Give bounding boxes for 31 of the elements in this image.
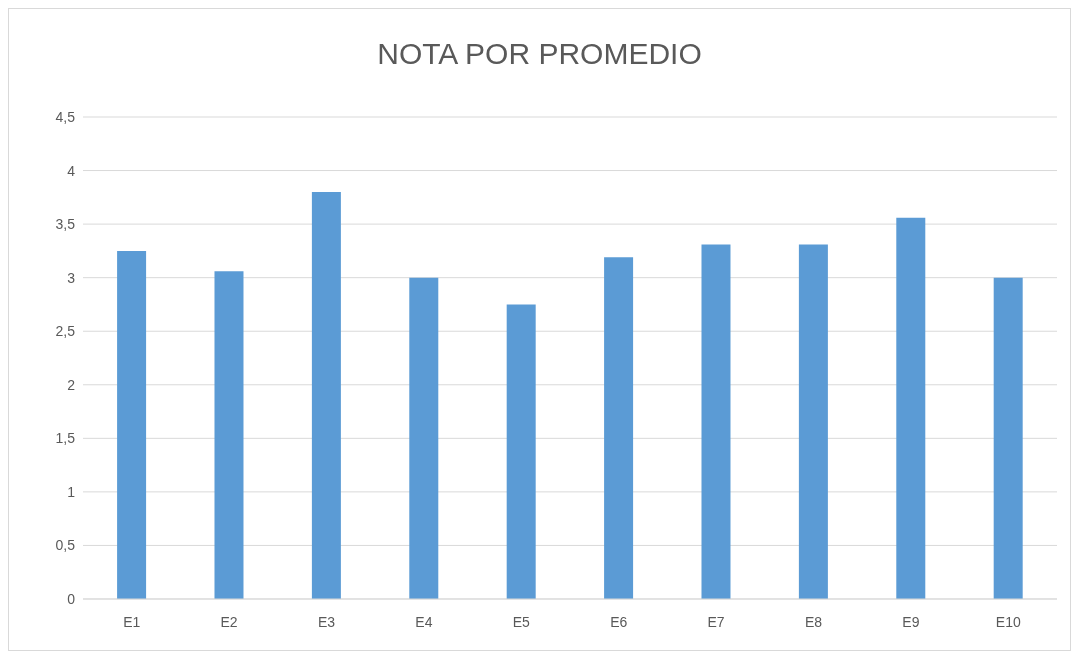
y-tick-label: 3: [67, 269, 76, 286]
y-tick-label: 0,5: [55, 537, 76, 554]
x-tick-label: E7: [707, 613, 725, 630]
bar: [993, 277, 1023, 599]
chart-title: NOTA POR PROMEDIO: [376, 36, 703, 71]
y-tick-label: 1: [67, 483, 76, 500]
bar: [214, 271, 244, 599]
bar: [701, 244, 731, 599]
y-tick-label: 4: [67, 162, 76, 179]
y-tick-label: 2: [67, 376, 76, 393]
bar: [409, 277, 439, 599]
y-tick-label: 0: [67, 590, 76, 607]
x-tick-label: E1: [123, 613, 141, 630]
y-tick-label: 2,5: [55, 323, 76, 340]
x-tick-label: E9: [902, 613, 920, 630]
bar: [117, 250, 147, 599]
x-tick-label: E2: [220, 613, 238, 630]
bar: [896, 217, 926, 599]
x-tick-label: E3: [317, 613, 336, 630]
x-tick-label: E6: [610, 613, 628, 630]
x-tick-label: E5: [512, 613, 531, 630]
y-tick-label: 3,5: [55, 216, 76, 233]
x-tick-label: E8: [804, 613, 823, 630]
bar: [311, 191, 341, 599]
bar: [506, 304, 536, 599]
y-tick-label: 4,5: [55, 108, 76, 125]
x-tick-label: E4: [415, 613, 433, 630]
bar: [604, 257, 634, 599]
y-tick-label: 1,5: [55, 430, 76, 447]
x-tick-label: E10: [995, 613, 1021, 630]
bar: [798, 244, 828, 599]
